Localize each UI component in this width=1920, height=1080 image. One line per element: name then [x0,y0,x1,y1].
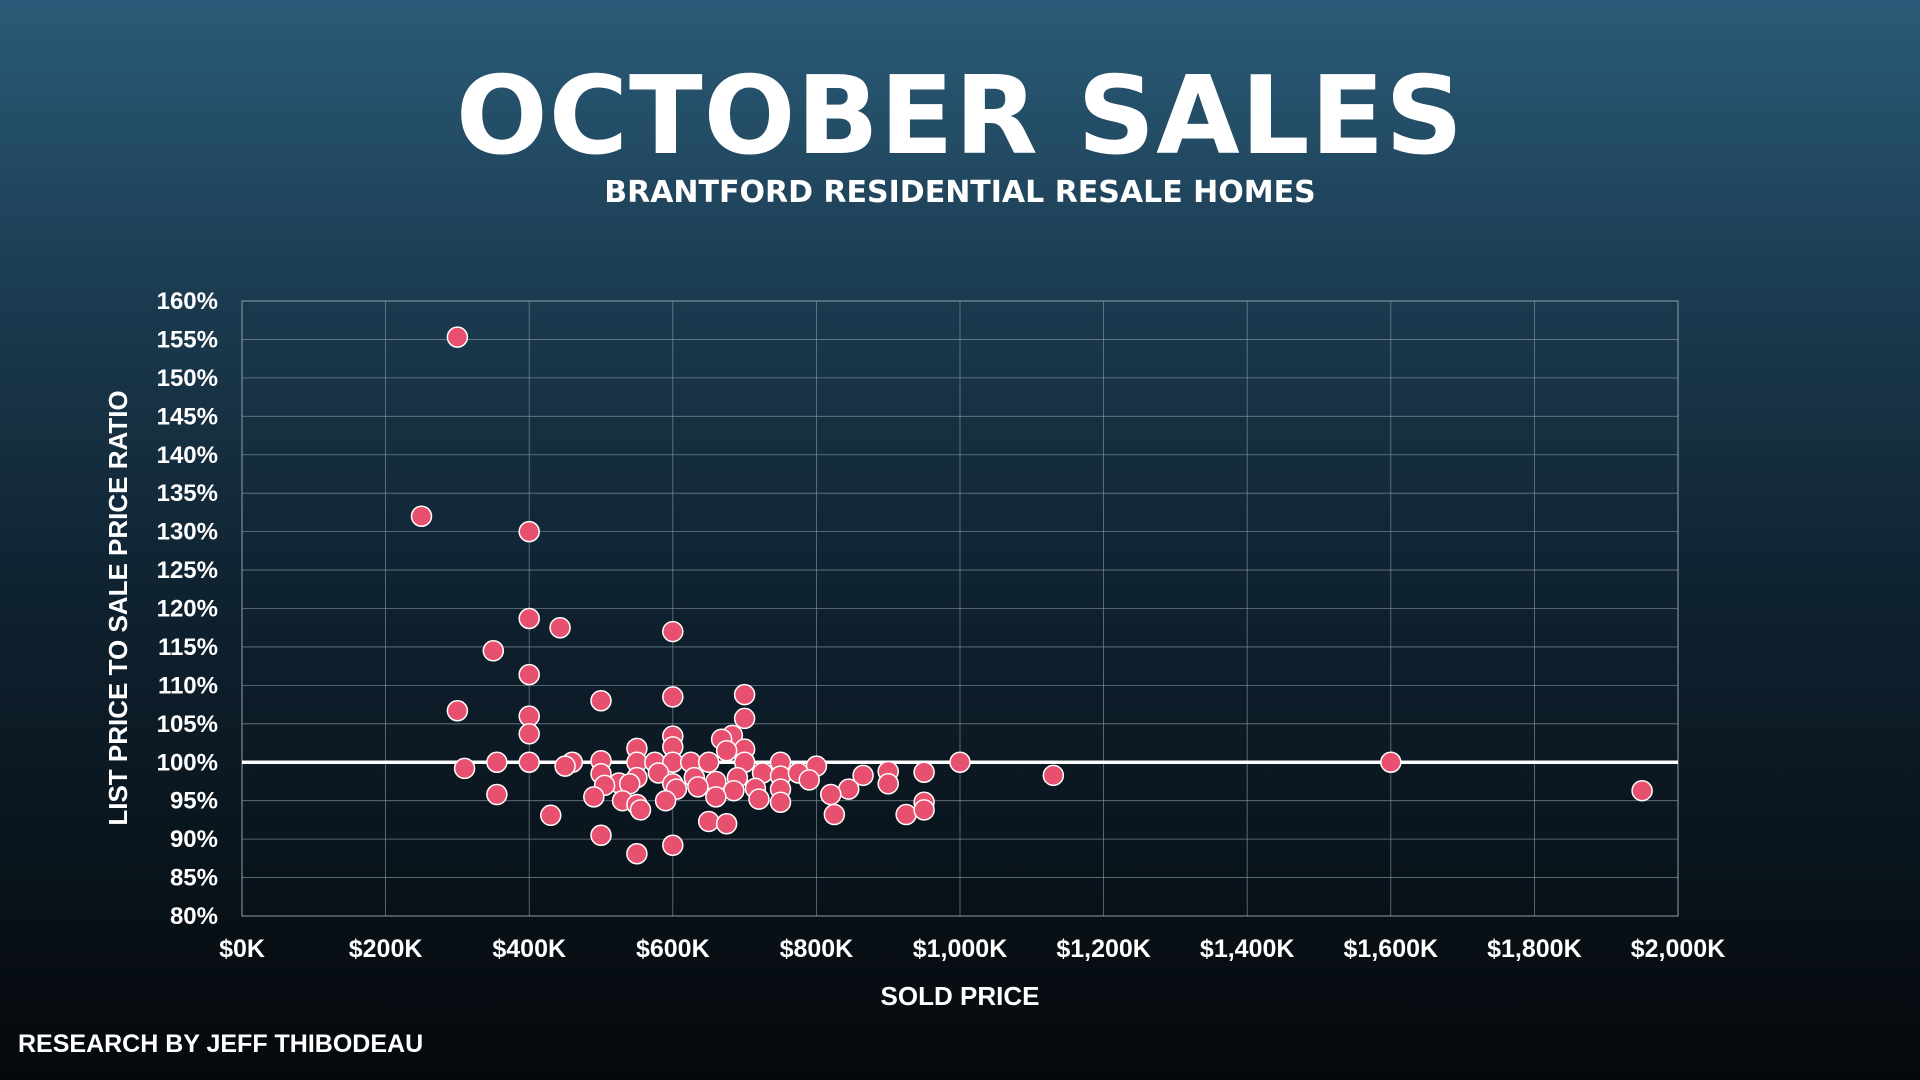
data-point [590,824,612,847]
data-point [877,773,899,795]
data-point [852,764,874,787]
page-subtitle: BRANTFORD RESIDENTIAL RESALE HOMES [604,175,1316,210]
y-tick-label: 125% [157,557,218,584]
x-tick-label: $400K [492,935,566,963]
x-tick-label: $600K [636,935,710,963]
data-point [705,786,727,808]
data-point [748,788,770,810]
x-tick-label: $2,000K [1631,935,1726,963]
y-tick-label: 85% [170,865,218,892]
data-point [697,751,720,773]
x-tick-label: $1,600K [1344,935,1439,963]
data-point [482,640,505,662]
data-point [549,616,571,639]
y-tick-label: 135% [157,480,218,507]
data-point [895,803,917,826]
data-point [629,799,652,821]
data-point [453,757,476,780]
data-point [715,739,738,762]
y-axis-ticks: 80% 85% 90% 95% 100% 105% 110% 115% 120% 125% 130%… [157,288,218,930]
data-point [518,663,540,686]
x-axis-ticks: $0K $200K $400K $600K $800K $1,000K $1,200K $1,… [219,935,1725,963]
y-tick-label: 90% [170,826,218,853]
data-point [554,755,576,777]
data-point [798,769,820,791]
data-point [715,813,738,835]
data-point [949,751,971,773]
data-point [1631,779,1653,802]
y-tick-label: 150% [157,365,218,392]
x-tick-label: $1,200K [1056,935,1151,963]
data-point [654,789,677,812]
x-tick-label: $1,800K [1487,935,1582,963]
data-point [769,791,792,813]
research-credit: RESEARCH BY JEFF THIBODEAU [18,1030,424,1058]
y-tick-label: 110% [158,672,218,699]
x-tick-label: $800K [780,935,854,963]
data-point [518,607,540,630]
data-point [486,783,508,806]
data-point [823,803,846,826]
grid-lines [241,300,1679,917]
data-point [662,686,684,708]
data-point [626,842,648,865]
x-tick-label: $1,400K [1200,935,1295,963]
y-tick-label: 115% [158,634,218,661]
data-point [486,751,508,773]
data-point [662,620,684,643]
data-point [518,520,540,543]
data-point [410,505,433,527]
data-point [913,799,935,821]
data-point [733,683,756,706]
x-tick-label: $200K [349,935,423,963]
data-point [539,804,562,827]
data-point [1380,751,1402,773]
x-tick-label: $0K [219,935,265,963]
y-tick-label: 160% [157,288,218,315]
data-point [583,786,605,808]
data-point [697,810,720,833]
y-tick-label: 155% [157,326,218,353]
data-point [446,326,469,348]
y-tick-label: 140% [157,442,218,469]
y-tick-label: 95% [170,788,218,815]
data-point [687,776,709,798]
x-tick-label: $1,000K [913,935,1008,963]
data-point [723,779,745,802]
y-axis-label: LIST PRICE TO SALE PRICE RATIO [103,390,133,825]
y-tick-label: 105% [157,711,218,738]
y-tick-label: 120% [157,596,218,623]
data-points [410,326,1653,865]
y-tick-label: 130% [157,519,218,546]
y-tick-label: 100% [157,749,218,776]
data-point [518,723,540,745]
data-point [1042,764,1065,787]
data-point [446,699,469,722]
data-point [662,834,684,857]
y-tick-label: 145% [157,403,218,430]
data-point [837,778,860,800]
x-axis-label: SOLD PRICE [881,981,1040,1011]
data-point [913,761,935,783]
data-point [820,783,842,806]
data-point [647,762,670,784]
data-point [733,707,756,730]
data-point [518,751,540,773]
y-tick-label: 80% [170,903,218,930]
page-title: OCTOBER SALES [455,54,1465,179]
data-point [590,690,612,712]
